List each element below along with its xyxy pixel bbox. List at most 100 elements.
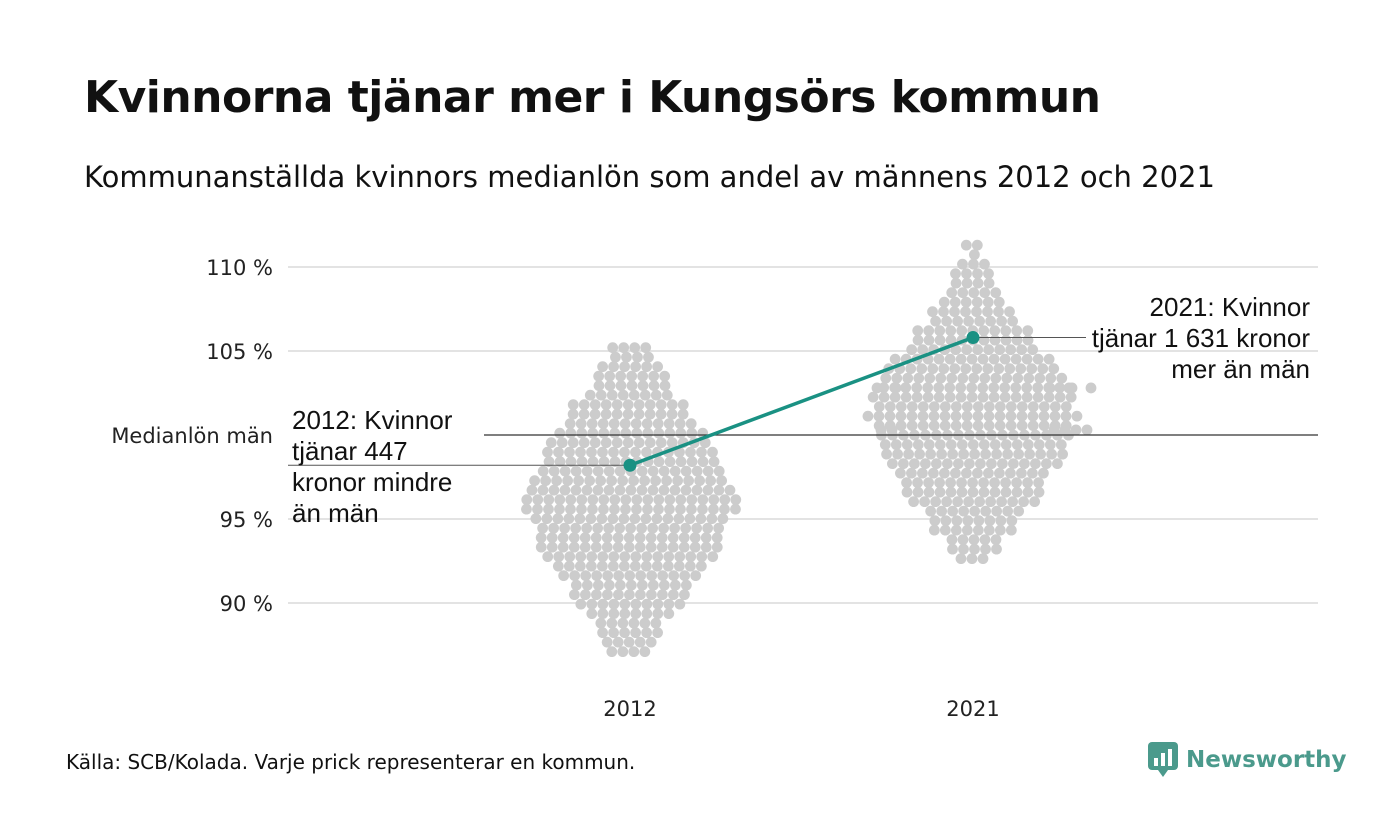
municipality-dot: [587, 456, 599, 468]
municipality-dot: [617, 475, 629, 487]
municipality-dot: [927, 306, 938, 318]
municipality-dot: [939, 410, 951, 422]
municipality-dot: [619, 551, 631, 563]
municipality-dot: [668, 589, 679, 601]
municipality-dot: [568, 532, 580, 544]
municipality-dot: [967, 439, 979, 451]
municipality-dot: [990, 287, 1002, 299]
municipality-dot: [895, 410, 907, 422]
municipality-dot: [673, 560, 685, 572]
municipality-dot: [989, 334, 1001, 346]
municipality-dot: [554, 494, 566, 506]
municipality-dot: [1029, 458, 1041, 470]
municipality-dot: [900, 391, 912, 403]
municipality-dot: [708, 503, 719, 515]
municipality-dot: [1011, 325, 1023, 337]
municipality-dot: [711, 541, 723, 553]
highlight-layer: [288, 331, 1086, 472]
municipality-dot: [1044, 439, 1056, 451]
highlight-point-2021: [966, 331, 980, 345]
municipality-dot: [917, 420, 929, 432]
municipality-dot: [968, 372, 980, 384]
municipality-dot: [991, 448, 1002, 460]
municipality-dot: [941, 315, 953, 327]
municipality-dot: [979, 287, 991, 299]
municipality-dot: [565, 503, 576, 515]
municipality-dot: [979, 372, 991, 384]
municipality-dot: [604, 380, 616, 392]
municipality-dot: [608, 446, 619, 458]
municipality-dot: [938, 306, 949, 318]
municipality-dot: [617, 646, 629, 658]
municipality-dot: [702, 484, 714, 496]
municipality-dot: [600, 399, 612, 411]
municipality-dot: [950, 420, 962, 432]
municipality-dot: [586, 598, 598, 610]
municipality-dot: [968, 534, 980, 546]
municipality-dot: [952, 458, 964, 470]
municipality-dot: [647, 484, 659, 496]
municipality-dot: [1027, 467, 1038, 479]
municipality-dot: [644, 408, 656, 420]
municipality-dot: [642, 503, 653, 515]
municipality-dot: [565, 494, 577, 506]
municipality-dot: [969, 448, 980, 460]
municipality-dot: [960, 306, 971, 318]
municipality-dot: [542, 446, 553, 458]
municipality-dot: [906, 420, 918, 432]
municipality-dot: [697, 494, 709, 506]
municipality-dot: [622, 408, 634, 420]
municipality-dot: [1005, 467, 1016, 479]
municipality-dot: [589, 408, 601, 420]
municipality-dot: [650, 389, 662, 401]
municipality-dot: [591, 589, 602, 601]
municipality-dot: [977, 382, 989, 394]
municipality-dot: [711, 532, 723, 544]
municipality-dot: [974, 496, 986, 508]
municipality-dot: [984, 515, 996, 527]
annotation-2012-line: än män: [292, 498, 379, 528]
municipality-dot: [626, 370, 638, 382]
municipality-dot: [587, 427, 599, 439]
municipality-dot: [545, 437, 557, 449]
newsworthy-logo[interactable]: Newsworthy: [1148, 742, 1347, 778]
municipality-dot: [611, 437, 623, 449]
municipality-dot: [1071, 410, 1083, 422]
municipality-dot: [933, 391, 945, 403]
municipality-dot: [875, 424, 887, 436]
municipality-dot: [950, 410, 962, 422]
municipality-dot: [991, 543, 1002, 555]
municipality-dot: [689, 532, 701, 544]
municipality-dot: [886, 458, 898, 470]
municipality-dot: [707, 551, 719, 563]
municipality-dot: [1070, 424, 1082, 436]
municipality-dot: [945, 325, 957, 337]
municipality-dot: [576, 494, 588, 506]
municipality-dot: [914, 448, 925, 460]
municipality-dot: [1023, 372, 1035, 384]
municipality-dot: [988, 382, 1000, 394]
municipality-dot: [1065, 391, 1077, 403]
municipality-dot: [581, 522, 593, 534]
municipality-dot: [934, 334, 946, 346]
municipality-dot: [946, 534, 958, 546]
municipality-dot: [923, 325, 935, 337]
municipality-dot: [895, 420, 907, 432]
municipality-dot: [936, 505, 948, 517]
municipality-dot: [1005, 401, 1017, 413]
annotation-2021-line: 2021: Kvinnor: [1150, 292, 1311, 322]
municipality-dot: [1059, 424, 1071, 436]
municipality-dot: [939, 467, 950, 479]
municipality-dot: [641, 551, 653, 563]
municipality-dot: [1032, 353, 1044, 365]
municipality-dot: [1027, 420, 1039, 432]
municipality-dot: [581, 465, 593, 477]
municipality-dot: [913, 372, 925, 384]
municipality-dot: [1022, 325, 1034, 337]
municipality-dot: [621, 351, 632, 363]
municipality-dot: [535, 532, 547, 544]
municipality-dot: [579, 541, 591, 553]
municipality-dot: [677, 399, 689, 411]
municipality-dot: [1035, 448, 1046, 460]
municipality-dot: [597, 446, 608, 458]
